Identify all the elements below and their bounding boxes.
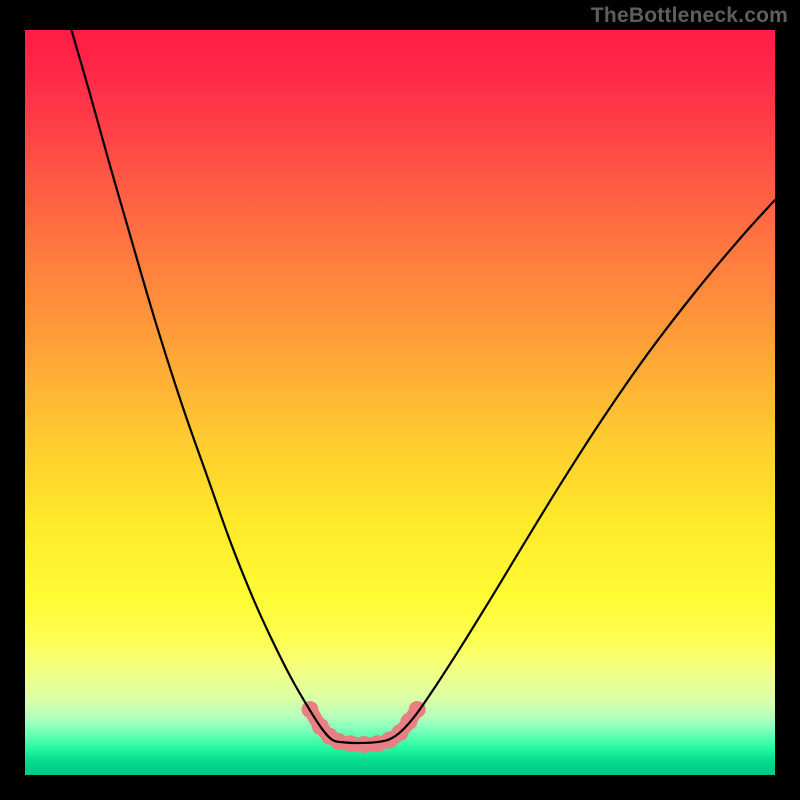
- plot-area: [25, 30, 775, 775]
- chart-frame: TheBottleneck.com: [0, 0, 800, 800]
- bottleneck-chart: [25, 30, 775, 775]
- watermark-text: TheBottleneck.com: [591, 4, 788, 28]
- gradient-background: [25, 30, 775, 775]
